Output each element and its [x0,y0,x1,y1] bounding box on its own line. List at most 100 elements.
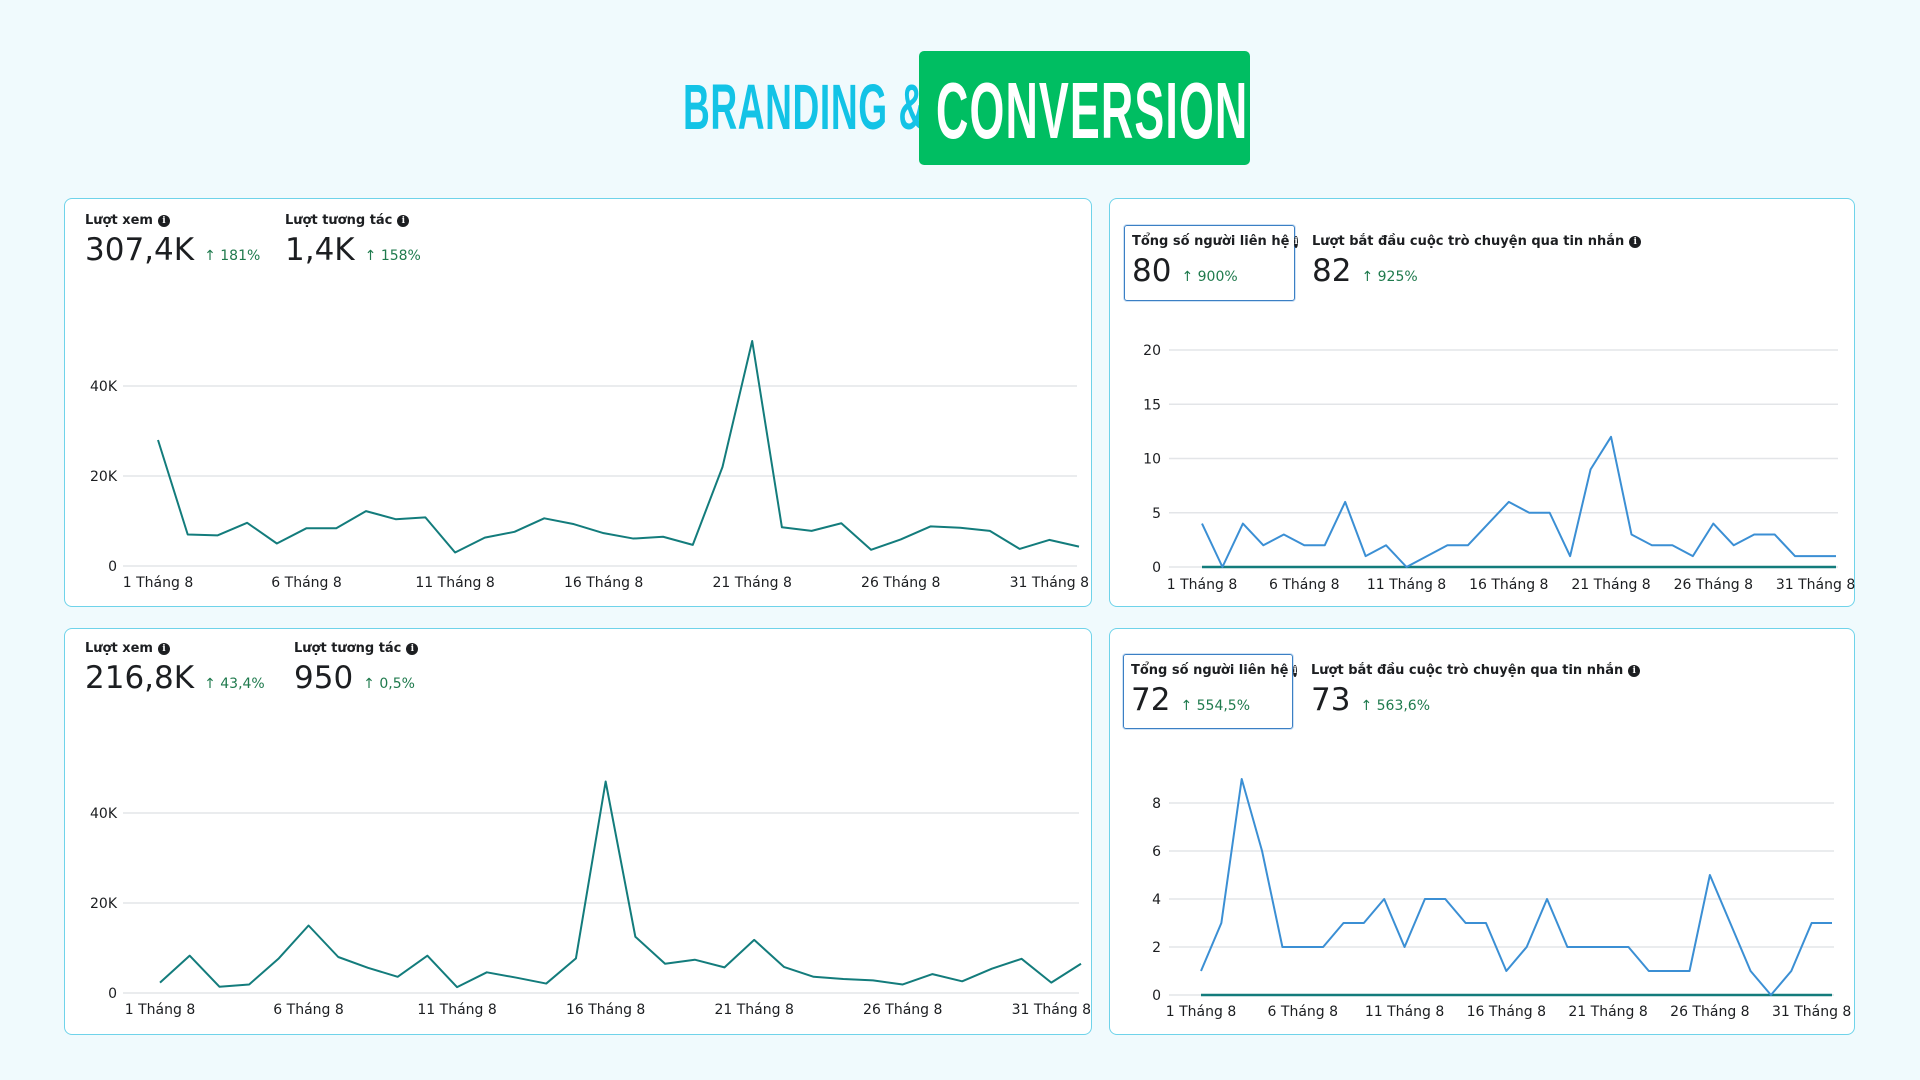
y-tick-label: 0 [108,986,117,1002]
info-icon[interactable]: i [157,642,170,655]
metric-value: 1,4K [285,232,355,268]
x-tick-label: 21 Tháng 8 [712,575,791,591]
y-tick-label: 0 [1152,560,1161,576]
metric-value: 72 [1131,682,1171,718]
y-tick-label: 0 [108,559,117,575]
title-conversion-badge: CONVERSION [919,51,1250,165]
metric-primary[interactable]: Tổng số người liên hệ i 72 ↑ 554,5% [1123,654,1297,729]
info-icon[interactable]: i [1628,664,1641,677]
x-tick-label: 31 Tháng 8 [1012,1002,1091,1018]
metric-value: 950 [294,660,354,696]
metric-value: 307,4K [85,232,195,268]
x-tick-label: 6 Tháng 8 [271,575,341,591]
y-tick-label: 15 [1143,397,1161,413]
x-tick-label: 16 Tháng 8 [1469,577,1548,593]
x-tick-label: 1 Tháng 8 [123,575,193,591]
metric-primary[interactable]: Lượt xem i 216,8K ↑ 43,4% [85,641,265,696]
x-tick-label: 31 Tháng 8 [1772,1004,1851,1020]
metric-primary[interactable]: Lượt xem i 307,4K ↑ 181% [85,213,260,268]
title-branding: BRANDING & [683,70,925,143]
branding-chart-panel-2: Lượt xem i 216,8K ↑ 43,4% Lượt tương tác i 9… [64,628,1092,1035]
line-chart: 0 20K 40K 1 Tháng 8 6 Tháng 8 11 Tháng 8 16 Th… [90,340,1089,591]
metric-secondary[interactable]: Lượt bắt đầu cuộc trò chuyện qua tin nhắ… [1312,234,1642,289]
info-icon[interactable]: i [1293,664,1297,677]
y-tick-label: 6 [1152,844,1161,860]
y-tick-label: 20K [90,896,118,912]
x-tick-label: 1 Tháng 8 [1166,1004,1236,1020]
metric-change: ↑ 158% [364,248,421,264]
metric-primary[interactable]: Tổng số người liên hệ i 80 ↑ 900% [1124,225,1298,301]
metric-change: ↑ 563,6% [1360,698,1431,714]
title-conversion-text: CONVERSION [936,66,1249,155]
x-tick-label: 11 Tháng 8 [417,1002,496,1018]
metric-value: 73 [1311,682,1351,718]
metric-label: Lượt tương tác [285,213,393,228]
x-tick-label: 31 Tháng 8 [1776,577,1855,593]
x-tick-label: 11 Tháng 8 [1365,1004,1444,1020]
x-tick-label: 11 Tháng 8 [1367,577,1446,593]
x-tick-label: 31 Tháng 8 [1010,575,1089,591]
info-icon[interactable]: i [406,642,419,655]
x-tick-label: 6 Tháng 8 [1269,577,1339,593]
x-tick-label: 11 Tháng 8 [415,575,494,591]
metric-label: Lượt bắt đầu cuộc trò chuyện qua tin nhắ… [1311,663,1624,678]
metric-value: 82 [1312,253,1352,289]
y-tick-label: 10 [1143,452,1161,468]
metric-label: Tổng số người liên hệ [1131,663,1289,678]
metric-label: Lượt tương tác [294,641,402,656]
info-icon[interactable]: i [1629,235,1642,248]
line-chart: 0 5 10 15 20 1 Tháng 8 6 Tháng 8 11 Tháng 8 16 T… [1143,343,1855,593]
series-line-0 [1201,435,1836,568]
x-tick-label: 16 Tháng 8 [1467,1004,1546,1020]
y-tick-label: 2 [1152,940,1161,956]
x-tick-label: 1 Tháng 8 [125,1002,195,1018]
metric-label: Lượt bắt đầu cuộc trò chuyện qua tin nhắ… [1312,234,1625,249]
y-tick-label: 4 [1152,892,1161,908]
x-tick-label: 21 Tháng 8 [1571,577,1650,593]
y-tick-label: 8 [1152,796,1161,812]
series-line-0 [157,340,1080,554]
series-line-0 [1200,778,1832,996]
metric-value: 216,8K [85,660,195,696]
x-tick-label: 1 Tháng 8 [1167,577,1237,593]
title-branding-text: BRANDING & [683,71,926,143]
metric-change: ↑ 181% [204,248,261,264]
metric-change: ↑ 554,5% [1180,698,1251,714]
metric-secondary[interactable]: Lượt tương tác i 950 ↑ 0,5% [294,641,419,696]
x-tick-label: 6 Tháng 8 [273,1002,343,1018]
branding-chart-panel-1: Lượt xem i 307,4K ↑ 181% Lượt tương tác i 1,… [64,198,1092,607]
x-tick-label: 21 Tháng 8 [714,1002,793,1018]
metric-secondary[interactable]: Lượt tương tác i 1,4K ↑ 158% [285,213,421,268]
info-icon[interactable]: i [1294,235,1298,248]
x-tick-label: 21 Tháng 8 [1568,1004,1647,1020]
info-icon[interactable]: i [397,214,410,227]
x-tick-label: 6 Tháng 8 [1268,1004,1338,1020]
y-tick-label: 40K [90,379,118,395]
x-tick-label: 26 Tháng 8 [1674,577,1753,593]
y-tick-label: 0 [1152,988,1161,1004]
metric-change: ↑ 43,4% [204,676,265,692]
metric-label: Lượt xem [85,213,153,228]
metric-change: ↑ 0,5% [363,676,415,692]
y-tick-label: 40K [90,806,118,822]
metric-change: ↑ 900% [1181,269,1238,285]
info-icon[interactable]: i [157,214,170,227]
x-tick-label: 16 Tháng 8 [564,575,643,591]
y-tick-label: 5 [1152,506,1161,522]
metric-label: Lượt xem [85,641,153,656]
metric-change: ↑ 925% [1361,269,1418,285]
y-tick-label: 20 [1143,343,1161,359]
conversion-chart-panel-1: Tổng số người liên hệ i 80 ↑ 900% Lượt bắt … [1109,198,1855,607]
metric-value: 80 [1132,253,1172,289]
line-chart: 0 2 4 6 8 1 Tháng 8 6 Tháng 8 11 Tháng 8 16 Thán… [1152,778,1851,1020]
x-tick-label: 16 Tháng 8 [566,1002,645,1018]
metric-label: Tổng số người liên hệ [1132,234,1290,249]
line-chart: 0 20K 40K 1 Tháng 8 6 Tháng 8 11 Tháng 8 16 Th… [90,780,1091,1018]
x-tick-label: 26 Tháng 8 [861,575,940,591]
y-tick-label: 20K [90,469,118,485]
metric-secondary[interactable]: Lượt bắt đầu cuộc trò chuyện qua tin nhắ… [1311,663,1641,718]
conversion-chart-panel-2: Tổng số người liên hệ i 72 ↑ 554,5% Lượt bắ… [1109,628,1855,1035]
x-tick-label: 26 Tháng 8 [863,1002,942,1018]
series-line-0 [159,780,1082,989]
x-tick-label: 26 Tháng 8 [1670,1004,1749,1020]
